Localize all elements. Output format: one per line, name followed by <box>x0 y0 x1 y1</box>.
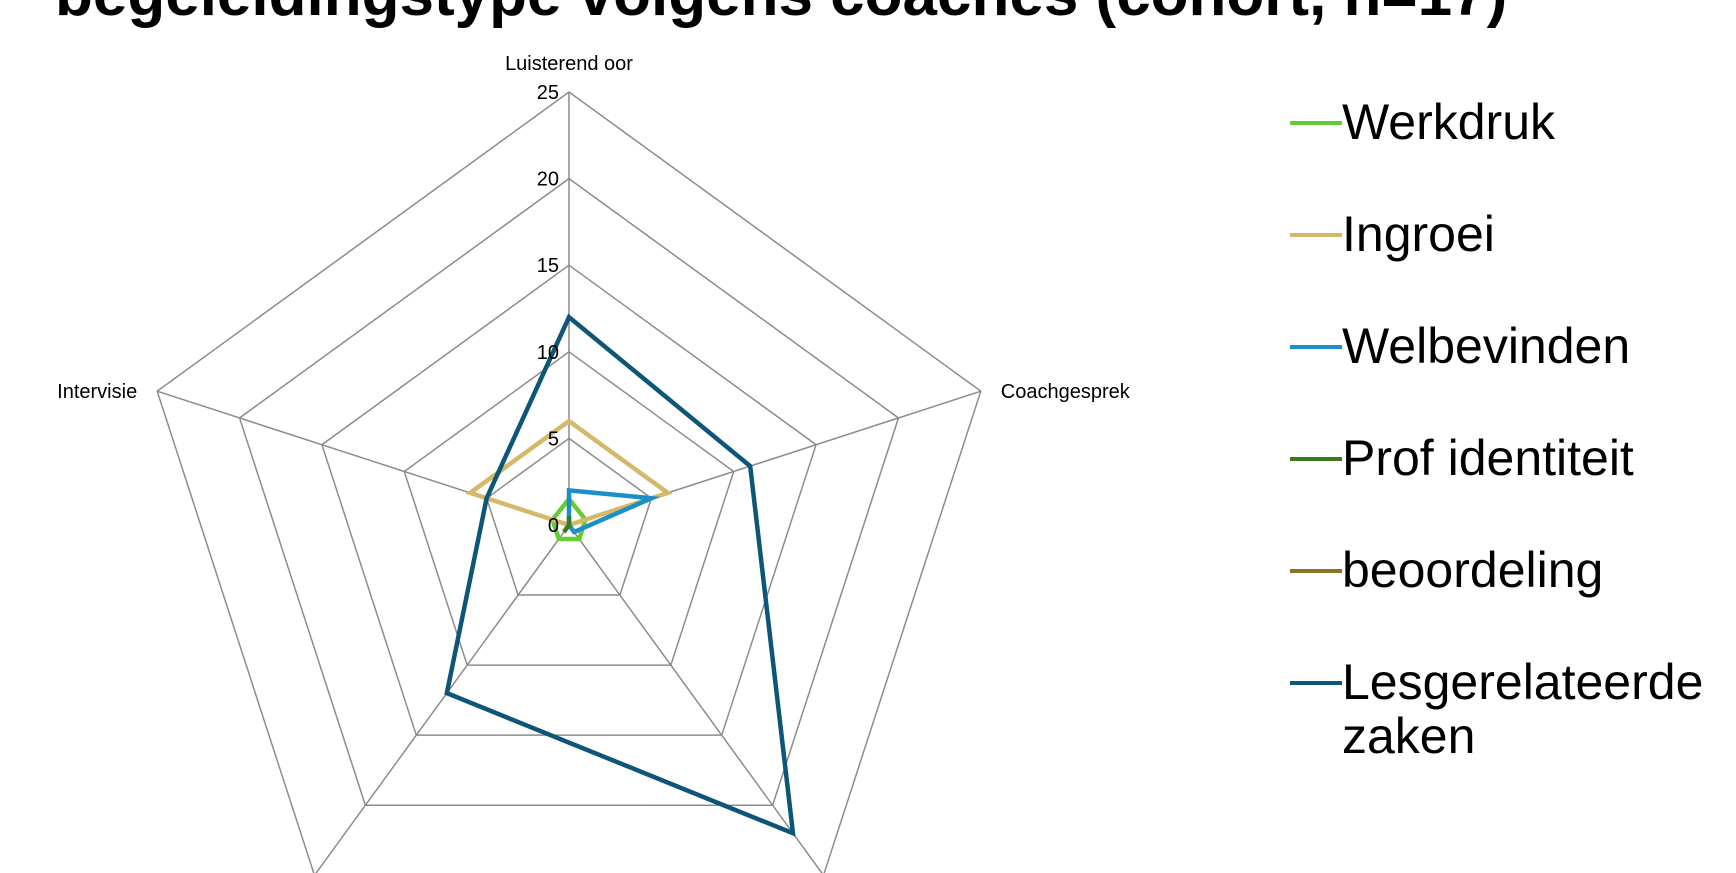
legend-item-0: Werkdruk <box>1290 95 1730 149</box>
grid-ring-3 <box>321 264 817 736</box>
radar-category-labels: Luisterend oorCoachgesprekLesbezoekVideo… <box>57 53 1131 403</box>
series-3-line <box>562 516 572 534</box>
category-label-0: Luisterend oor <box>505 53 633 75</box>
legend-label-4: beoordeling <box>1342 542 1604 598</box>
radar-spokes <box>156 92 982 873</box>
legend-swatch-1 <box>1290 233 1342 237</box>
legend-label-5: Lesgerelateerde zaken <box>1342 654 1704 764</box>
legend-item-4: beoordeling <box>1290 543 1730 597</box>
legend-label-1: Ingroei <box>1342 206 1495 262</box>
grid-ring-5 <box>156 91 982 873</box>
series-0-line <box>550 495 588 542</box>
legend-swatch-3 <box>1290 457 1342 461</box>
legend-item-5: Lesgerelateerde zaken <box>1290 655 1730 763</box>
series-2-line <box>566 487 661 535</box>
legend-swatch-0 <box>1290 121 1342 125</box>
legend: Werkdruk Ingroei Welbevinden Prof identitei… <box>1290 95 1730 763</box>
chart-title: begeleidingstype volgens coaches (cohort… <box>55 0 1507 26</box>
legend-swatch-5 <box>1290 681 1342 685</box>
tick-label-3: 15 <box>537 255 559 277</box>
tick-label-2: 10 <box>537 342 559 364</box>
radar-series <box>444 313 796 837</box>
legend-item-2: Welbevinden <box>1290 319 1730 373</box>
legend-swatch-2 <box>1290 345 1342 349</box>
grid-ring-4 <box>238 177 900 806</box>
category-label-1: Coachgesprek <box>1001 381 1131 403</box>
tick-label-4: 20 <box>537 169 559 191</box>
legend-label-0: Werkdruk <box>1342 94 1556 150</box>
grid-ring-2 <box>403 350 735 666</box>
category-label-4: Intervisie <box>57 381 137 403</box>
grid-ring-1 <box>485 437 653 596</box>
tick-label-5: 25 <box>537 82 559 104</box>
legend-swatch-4 <box>1290 569 1342 573</box>
spoke-2 <box>568 524 823 873</box>
tick-label-0: 0 <box>548 515 559 537</box>
radar-tick-labels: 0 5 10 15 20 25 <box>537 82 559 537</box>
radar-grid <box>156 91 982 873</box>
spoke-3 <box>315 524 570 873</box>
legend-label-3: Prof identiteit <box>1342 430 1634 486</box>
tick-label-1: 5 <box>548 428 559 450</box>
legend-item-3: Prof identiteit <box>1290 431 1730 485</box>
series-5-line <box>444 313 796 837</box>
legend-label-2: Welbevinden <box>1342 318 1631 374</box>
legend-item-1: Ingroei <box>1290 207 1730 261</box>
